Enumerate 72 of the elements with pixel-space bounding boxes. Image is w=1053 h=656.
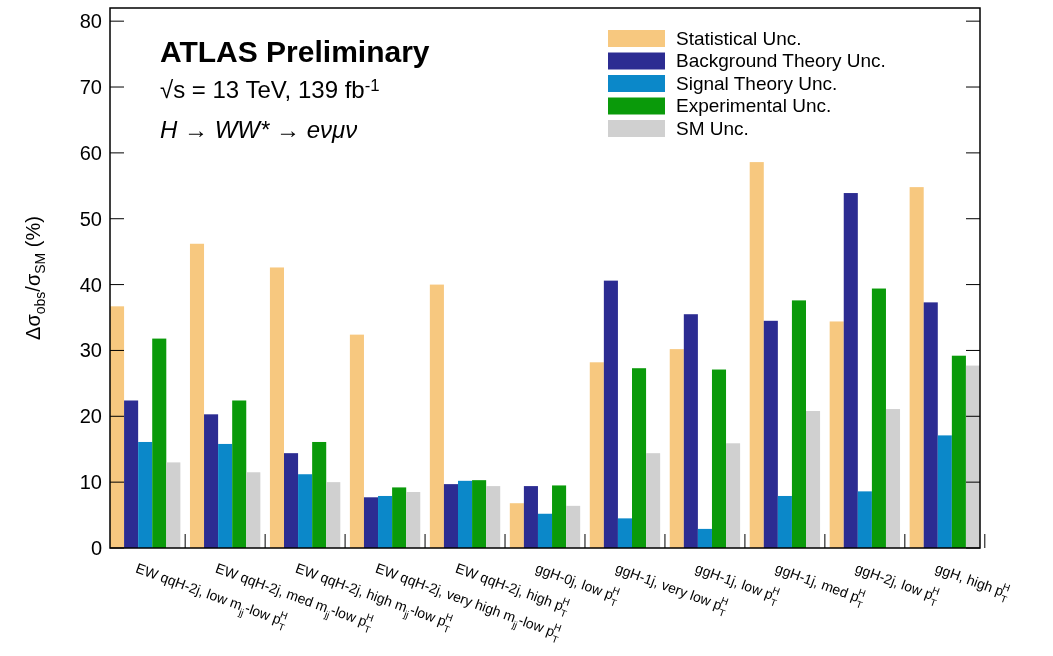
bar [472,480,487,548]
legend-label: SM Unc. [676,117,749,139]
annotation: H → WW* → eνμν [160,116,358,143]
bar [363,497,379,548]
bar [885,409,901,548]
bar [937,435,952,548]
y-tick-label: 60 [79,141,102,164]
bar [951,355,966,548]
bar [726,443,741,548]
bar [204,414,219,548]
y-tick-label: 80 [79,10,102,33]
bar [509,503,524,548]
bar [632,368,647,548]
legend-label: Experimental Unc. [676,95,832,117]
y-tick-label: 0 [90,537,102,559]
bar [152,338,167,548]
y-tick-label: 50 [79,207,102,230]
y-tick-label: 10 [79,471,102,494]
bar [392,487,407,548]
bar [603,280,618,548]
bar [406,492,421,548]
bar [697,528,712,548]
bar [829,321,844,548]
bar [312,441,327,548]
bar [486,486,501,548]
annotation: ATLAS Preliminary [160,35,430,68]
bar [269,267,284,548]
bar [871,288,886,548]
bar [349,334,364,548]
bar [218,443,233,548]
bar [523,486,538,548]
bar [749,162,764,548]
bar [110,306,125,548]
bar [566,505,581,548]
y-tick-label: 20 [79,405,102,428]
bar [617,518,632,548]
bar [589,362,604,548]
y-tick-label: 70 [79,76,102,99]
legend-label: Signal Theory Unc. [676,72,838,94]
bar [806,411,821,548]
bar [843,193,858,548]
bar [232,400,247,548]
bar [857,491,872,548]
bar [166,462,181,548]
bar [378,495,393,548]
bar [777,495,792,548]
bar [965,365,980,548]
bar [124,400,139,548]
bar [763,320,778,548]
annotation: √s = 13 TeV, 139 fb$^{-1}$ [160,76,380,103]
bar [669,349,684,548]
bar [298,474,313,548]
bar [909,187,924,548]
bar [326,482,341,548]
bar [683,314,698,548]
bar [138,441,153,548]
bar [429,284,444,548]
bar [711,369,727,548]
bar [284,453,299,548]
bar [552,485,567,548]
bar [458,480,473,548]
legend-label: Statistical Unc. [676,27,802,49]
bar [537,513,553,548]
bar [189,243,205,548]
bar [443,484,458,548]
y-tick-label: 30 [79,339,102,362]
bar [791,300,806,548]
y-tick-label: 40 [79,273,102,296]
bar [923,302,938,548]
bar [246,472,261,548]
bar [646,453,661,548]
legend-label: Background Theory Unc. [676,50,886,72]
